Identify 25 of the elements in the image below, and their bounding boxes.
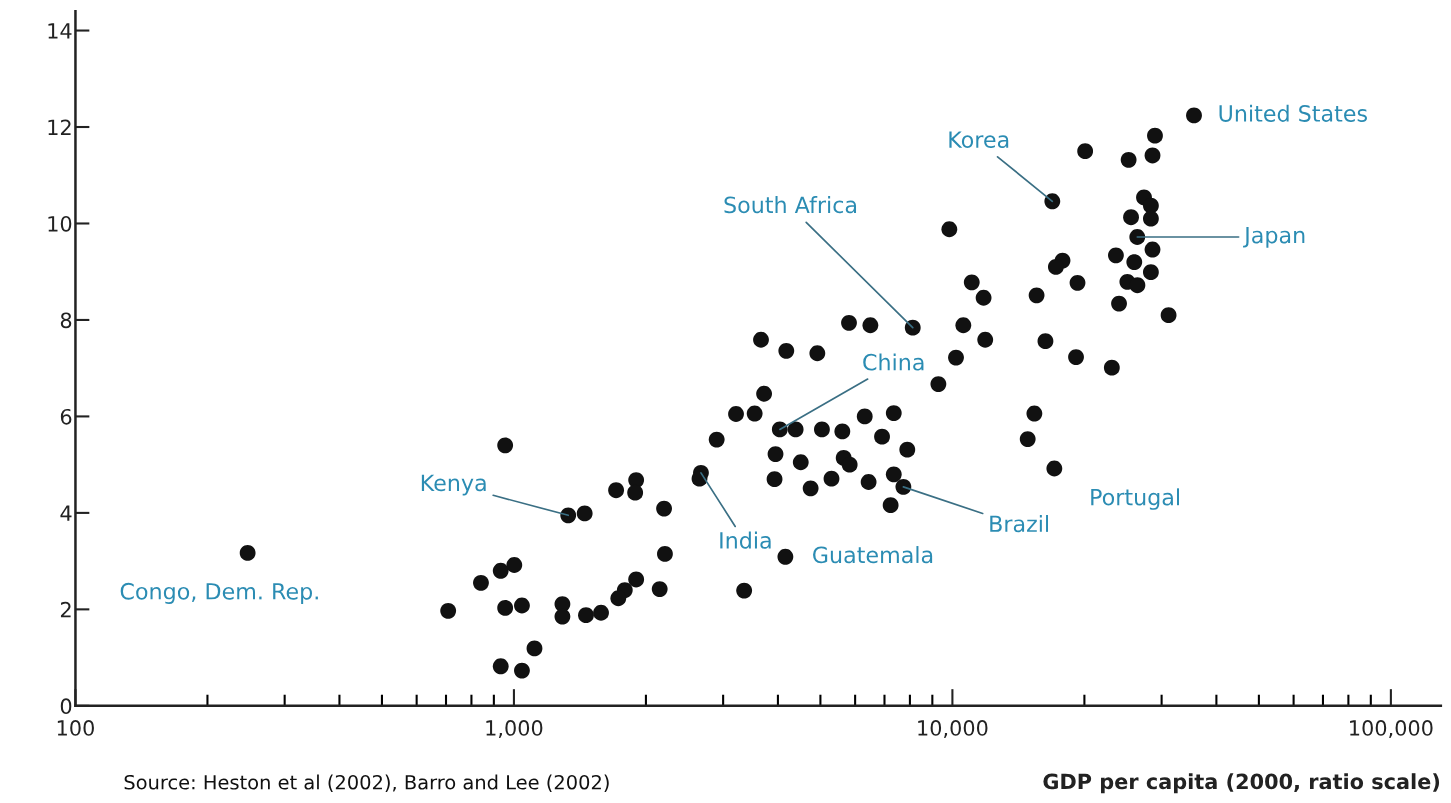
x-tick-label: 100,000 bbox=[1350, 720, 1433, 738]
y-tick-label: 4 bbox=[60, 505, 72, 521]
y-tick-label: 12 bbox=[48, 119, 71, 135]
y-tick-label: 8 bbox=[60, 312, 72, 329]
annotation: Kenya bbox=[421, 474, 486, 496]
annotation: Brazil bbox=[990, 514, 1049, 533]
source-note: Source: Heston et al (2002), Barro and Lee (2002) bbox=[124, 774, 609, 792]
annotation: Guatemala bbox=[813, 546, 933, 564]
y-tick-label: 2 bbox=[60, 601, 71, 618]
y-tick-label: 6 bbox=[60, 408, 72, 425]
y-tick-label: 0 bbox=[60, 698, 72, 715]
annotation: China bbox=[863, 353, 924, 371]
annotation: Congo, Dem. Rep. bbox=[120, 582, 318, 604]
x-tick-label: 1,000 bbox=[486, 720, 543, 738]
annotation: India bbox=[720, 531, 771, 549]
annotation: Korea bbox=[949, 131, 1009, 149]
y-tick-label: 14 bbox=[48, 23, 72, 39]
x-axis-title: GDP per capita (2000, ratio scale) bbox=[1043, 773, 1440, 794]
annotation: United States bbox=[1219, 104, 1367, 122]
y-tick-label: 10 bbox=[48, 215, 72, 232]
x-tick-label: 100 bbox=[57, 720, 94, 736]
annotation: South Africa bbox=[724, 196, 857, 214]
annotation: Japan bbox=[1243, 226, 1305, 248]
annotation: Portugal bbox=[1091, 488, 1180, 510]
x-tick-label: 10,000 bbox=[918, 720, 988, 738]
